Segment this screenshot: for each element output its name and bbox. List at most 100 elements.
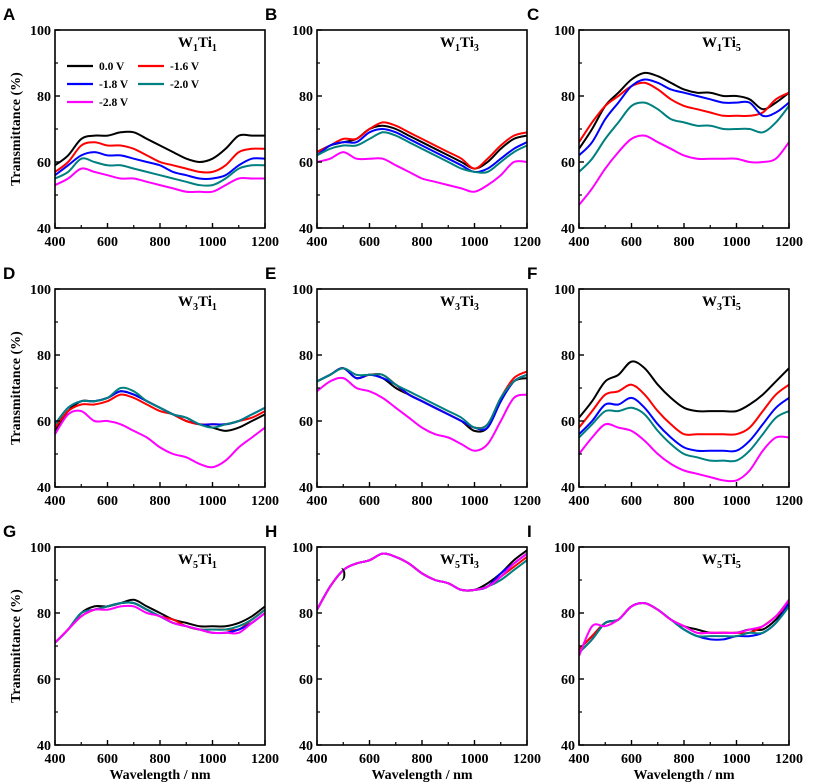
y-tick-label: 40 [299,739,313,754]
plot-frame [578,546,790,746]
name-part: Ti [198,35,212,51]
name-part: Ti [198,294,212,310]
name-part: W [178,552,193,568]
name-subscript: 5 [455,560,460,571]
name-subscript: 1 [717,43,722,54]
series-line-20v [579,101,789,173]
name-subscript: 1 [212,43,217,54]
y-tick-label: 40 [37,481,51,496]
y-tick-label: 100 [292,541,313,556]
name-subscript: 5 [736,560,741,571]
x-tick-label: 1200 [251,494,279,509]
y-tick-label: 60 [561,415,575,430]
y-tick-label: 60 [37,673,51,688]
panel-H: H 400 600 800 1000 1200 40 60 80 100 W5Ti3) Wavelen… [265,522,541,783]
series-line-28v [317,552,527,611]
x-tick-label: 600 [359,494,380,509]
x-axis-label: Wavelength / nm [371,768,472,783]
series-line-16v [317,121,527,170]
x-tick-label: 600 [621,494,642,509]
x-tick-label: 1000 [461,752,489,767]
panel-annotation: ) [341,566,346,582]
x-tick-label: 800 [674,752,695,767]
y-tick-label: 100 [554,24,575,39]
series-line-20v [55,157,265,187]
legend-label: -1.6 V [170,61,200,73]
name-part: W [178,35,193,51]
panel-C: C 400 600 800 1000 1200 40 60 80 100 W1Ti5 [527,5,803,250]
y-tick-label: 80 [37,349,51,364]
series-line-00v [579,71,789,150]
series-line-28v [579,599,789,657]
y-tick-label: 100 [30,283,51,298]
panel-F: F 400 600 800 1000 1200 40 60 80 100 W3Ti5 [527,264,803,509]
series-line-18v [317,128,527,173]
series-line-00v [579,360,789,419]
y-tick-label: 80 [561,90,575,105]
plot-frame [316,29,528,229]
legend-label: -2.0 V [170,79,200,91]
x-tick-label: 400 [45,752,66,767]
panel-sample-name: W5Ti1 [178,552,217,571]
series-group [579,71,789,206]
x-tick-label: 1000 [199,494,227,509]
x-tick-label: 1000 [461,235,489,250]
y-tick-label: 80 [561,607,575,622]
name-part: W [702,552,717,568]
x-tick-label: 600 [97,752,118,767]
x-tick-label: 600 [359,235,380,250]
x-tick-label: 400 [307,494,328,509]
series-line-28v [55,409,265,469]
series-group [317,121,527,193]
series-line-20v [317,131,527,174]
y-axis-label: Transmittance (%) [9,72,24,186]
x-tick-label: 1000 [723,235,751,250]
panel-letter: G [3,522,16,541]
name-subscript: 3 [193,302,198,313]
panel-letter: I [527,522,532,541]
series-group [317,367,527,452]
panel-letter: C [527,5,539,24]
y-tick-label: 40 [37,739,51,754]
series-group [55,130,265,194]
y-tick-label: 100 [292,283,313,298]
plot-frame [54,546,266,746]
x-tick-label: 1200 [513,235,541,250]
panel-letter: H [265,522,277,541]
series-line-20v [579,601,789,654]
name-subscript: 3 [474,302,479,313]
name-subscript: 5 [717,560,722,571]
panel-sample-name: W1Ti5 [702,35,741,54]
series-group [55,386,265,469]
name-subscript: 5 [736,302,741,313]
y-tick-label: 80 [37,607,51,622]
series-group [55,598,265,644]
series-line-16v [579,81,789,143]
name-part: W [702,35,717,51]
name-subscript: 1 [212,560,217,571]
series-line-00v [317,367,527,433]
x-tick-label: 800 [150,494,171,509]
name-part: Ti [460,294,474,310]
x-tick-label: 600 [97,235,118,250]
name-part: Ti [460,552,474,568]
x-tick-label: 1000 [199,235,227,250]
y-tick-label: 60 [561,156,575,171]
x-tick-label: 400 [569,235,590,250]
x-tick-label: 1200 [775,494,803,509]
y-tick-label: 100 [292,24,313,39]
name-part: W [440,294,455,310]
y-tick-label: 80 [299,349,313,364]
name-subscript: 3 [474,43,479,54]
x-tick-label: 800 [150,752,171,767]
x-tick-label: 1000 [723,752,751,767]
legend-label: -1.8 V [99,79,129,91]
name-subscript: 3 [717,302,722,313]
plot-frame [54,288,266,488]
y-tick-label: 60 [299,673,313,688]
y-tick-label: 80 [299,607,313,622]
x-tick-label: 400 [569,494,590,509]
x-tick-label: 1200 [513,752,541,767]
